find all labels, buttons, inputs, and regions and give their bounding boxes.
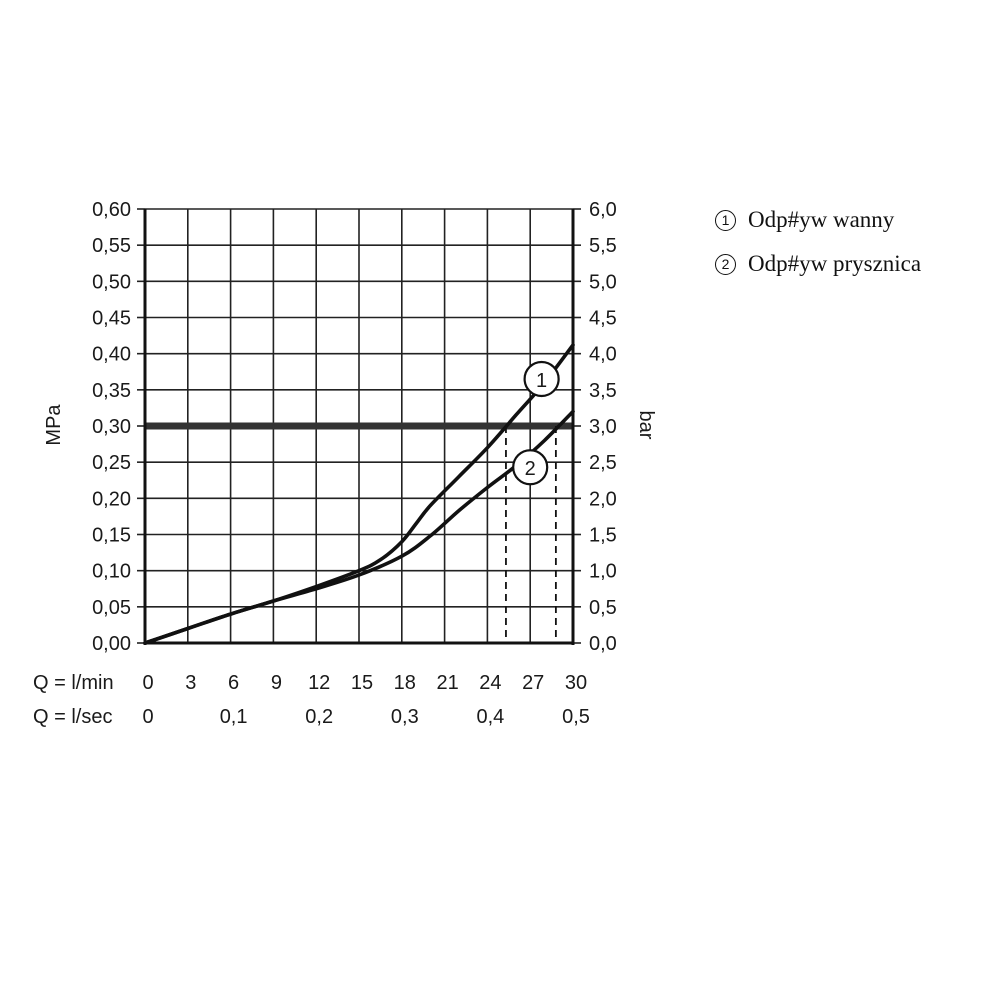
x-axis-title-lsec: Q = l/sec <box>33 706 112 728</box>
x-tick-label-lsec: 0,5 <box>562 706 590 728</box>
x-tick-label-lmin: 0 <box>142 672 153 694</box>
y-right-tick-label: 0,5 <box>589 597 617 619</box>
y-right-tick-label: 5,5 <box>589 235 617 257</box>
y-left-tick-label: 0,05 <box>92 597 131 619</box>
legend-item-1: 1 Odp#yw wanny <box>715 207 894 233</box>
y-left-tick-label: 0,25 <box>92 452 131 474</box>
y-right-tick-label: 4,5 <box>589 308 617 330</box>
curve-label-1: 1 <box>536 370 547 392</box>
plot-frame <box>143 209 575 645</box>
curve-label-circle-2 <box>512 449 549 486</box>
x-tick-label-lmin: 6 <box>228 672 239 694</box>
y-left-tick-label: 0,15 <box>92 525 131 547</box>
x-tick-label-lmin: 30 <box>565 672 587 694</box>
y-right-tick-label: 1,0 <box>589 561 617 583</box>
x-tick-label-lsec: 0,3 <box>391 706 419 728</box>
y-right-tick-label: 4,0 <box>589 344 617 366</box>
y-left-tick-label: 0,10 <box>92 561 131 583</box>
x-tick-label-lmin: 27 <box>522 672 544 694</box>
x-tick-label-lmin: 21 <box>436 672 458 694</box>
tick-labels: 0,000,050,100,150,200,250,300,350,400,45… <box>92 199 617 728</box>
y-left-axis-title: MPa <box>43 404 65 446</box>
y-right-tick-label: 3,0 <box>589 416 617 438</box>
x-axis-title-lmin: Q = l/min <box>33 672 114 694</box>
y-left-tick-label: 0,40 <box>92 344 131 366</box>
y-left-tick-label: 0,50 <box>92 271 131 293</box>
y-left-tick-label: 0,55 <box>92 235 131 257</box>
x-tick-label-lmin: 3 <box>185 672 196 694</box>
y-right-tick-label: 6,0 <box>589 199 617 221</box>
curve-markers: 12 <box>512 360 560 486</box>
legend-label-2: Odp#yw prysznica <box>748 251 922 276</box>
legend-number-2: 2 <box>715 253 736 275</box>
x-tick-label-lmin: 12 <box>308 672 330 694</box>
x-tick-label-lmin: 15 <box>351 672 373 694</box>
x-tick-label-lsec: 0,4 <box>476 706 504 728</box>
reference-lines <box>145 422 573 643</box>
curve-label-2: 2 <box>525 458 536 480</box>
x-tick-label-lsec: 0 <box>142 706 153 728</box>
y-right-axis-title: bar <box>635 411 657 440</box>
x-tick-label-lmin: 18 <box>394 672 416 694</box>
legend-label-1: Odp#yw wanny <box>748 207 895 232</box>
y-right-tick-label: 2,0 <box>589 488 617 510</box>
x-tick-label-lmin: 9 <box>271 672 282 694</box>
legend-item-2: 2 Odp#yw prysznica <box>715 251 921 277</box>
y-right-tick-label: 2,5 <box>589 452 617 474</box>
x-tick-label-lsec: 0,2 <box>305 706 333 728</box>
curve-label-circle-1 <box>523 360 560 398</box>
y-left-tick-label: 0,30 <box>92 416 131 438</box>
x-tick-label-lsec: 0,1 <box>220 706 248 728</box>
y-right-tick-label: 1,5 <box>589 525 617 547</box>
y-left-tick-label: 0,35 <box>92 380 131 402</box>
legend-number-1: 1 <box>715 209 736 231</box>
y-right-tick-label: 0,0 <box>589 633 617 655</box>
y-left-tick-label: 0,45 <box>92 308 131 330</box>
x-tick-label-lmin: 24 <box>479 672 501 694</box>
y-left-tick-label: 0,60 <box>92 199 131 221</box>
y-right-tick-label: 3,5 <box>589 380 617 402</box>
y-left-tick-label: 0,20 <box>92 488 131 510</box>
y-left-tick-label: 0,00 <box>92 633 131 655</box>
y-right-tick-label: 5,0 <box>589 271 617 293</box>
